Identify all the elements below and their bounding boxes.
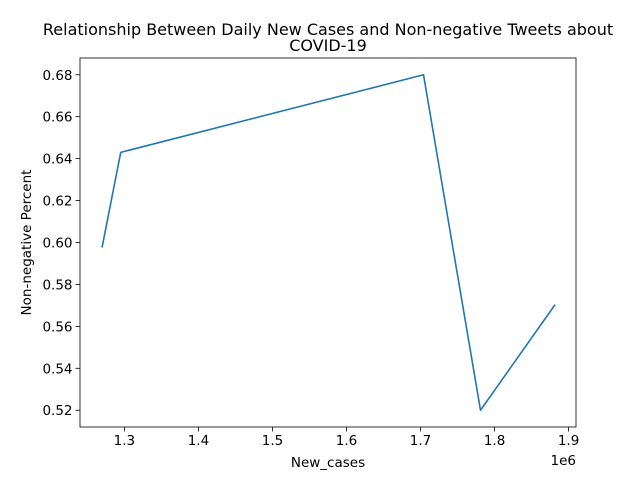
x-tick-label: 1.9 bbox=[558, 433, 579, 449]
y-tick-label: 0.60 bbox=[42, 236, 72, 252]
x-axis-offset-text: 1e6 bbox=[551, 453, 576, 469]
y-axis-ticks: 0.52 0.54 0.56 0.58 0.60 0.62 0.64 0.66 0.68 bbox=[42, 68, 80, 419]
y-tick-label: 0.52 bbox=[42, 403, 72, 419]
x-tick-label: 1.8 bbox=[484, 433, 505, 449]
chart-title-line-1: Relationship Between Daily New Cases and… bbox=[43, 20, 613, 39]
x-tick-label: 1.3 bbox=[114, 433, 135, 449]
y-tick-label: 0.56 bbox=[42, 319, 72, 335]
x-tick-label: 1.6 bbox=[336, 433, 357, 449]
x-tick-label: 1.5 bbox=[262, 433, 283, 449]
y-tick-label: 0.54 bbox=[42, 361, 72, 377]
series-layer bbox=[101, 73, 556, 412]
chart-title-line-2: COVID-19 bbox=[289, 36, 367, 55]
y-axis-label: Non-negative Percent bbox=[19, 170, 35, 316]
x-axis-label: New_cases bbox=[291, 455, 365, 471]
x-tick-label: 1.7 bbox=[410, 433, 431, 449]
x-tick-label: 1.4 bbox=[188, 433, 209, 449]
y-tick-label: 0.64 bbox=[42, 152, 72, 168]
y-tick-label: 0.68 bbox=[42, 68, 72, 84]
y-tick-label: 0.58 bbox=[42, 277, 72, 293]
y-tick-label: 0.66 bbox=[42, 110, 72, 126]
y-tick-label: 0.62 bbox=[42, 194, 72, 210]
plot-area bbox=[79, 57, 577, 428]
x-axis-ticks: 1.3 1.4 1.5 1.6 1.7 1.8 1.9 bbox=[114, 427, 579, 449]
series-line-0 bbox=[101, 73, 556, 412]
